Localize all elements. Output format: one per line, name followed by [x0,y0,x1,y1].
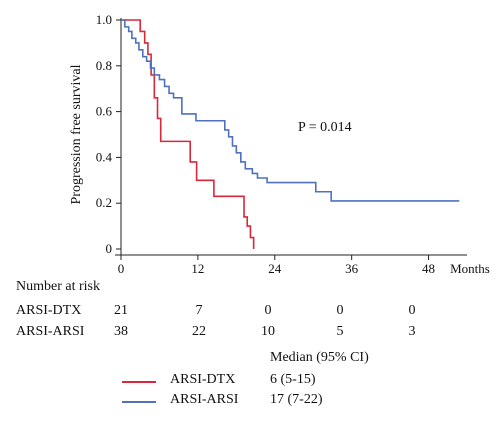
y-axis-label: Progression free survival [69,64,84,204]
y-tick-label: 0.2 [96,195,112,210]
legend-swatch-blue [122,401,156,403]
y-tick-label: 0.8 [96,58,112,73]
risk-value: 7 [195,303,203,318]
legend-item-arsi-dtx: ARSI-DTX 6 (5-15) [120,372,480,390]
risk-value: 38 [114,324,128,339]
risk-value: 0 [336,303,344,318]
km-chart: 0 0.2 0.4 0.6 0.8 1.0 0 12 24 36 48 Months Progressi… [69,12,490,276]
risk-value: 22 [192,324,206,339]
risk-value: 0 [408,303,416,318]
risk-value: 3 [408,324,416,339]
legend-swatch-red [122,381,156,383]
legend-item-arsi-arsi: ARSI-ARSI 17 (7-22) [120,392,480,410]
risk-row-label: ARSI-ARSI [16,324,85,339]
p-value-annotation: P = 0.014 [298,120,352,135]
risk-row-label: ARSI-DTX [16,303,82,318]
risk-value: 21 [114,303,128,318]
risk-table-title: Number at risk [16,279,100,294]
legend-label: ARSI-DTX [170,372,236,387]
km-curve-arsi-dtx [121,19,255,249]
y-tick-label: 1.0 [96,12,112,27]
x-tick-label: 0 [118,261,125,276]
y-tick-label: 0.4 [96,149,113,164]
x-tick-label: 48 [422,261,435,276]
x-axis-label: Months [450,261,490,276]
legend-label: ARSI-ARSI [170,392,239,407]
x-tick-label: 24 [268,261,282,276]
risk-value: 10 [261,324,275,339]
risk-value: 0 [264,303,272,318]
legend-median: 17 (7-22) [270,392,323,407]
y-tick-label: 0 [106,241,113,256]
legend: Median (95% CI) ARSI-DTX 6 (5-15) ARSI-A… [120,350,490,420]
legend-header: Median (95% CI) [270,350,369,365]
risk-value: 5 [336,324,344,339]
km-curve-arsi-arsi [121,19,460,202]
x-tick-label: 12 [191,261,204,276]
y-tick-label: 0.6 [96,104,113,119]
x-tick-label: 36 [345,261,359,276]
legend-median: 6 (5-15) [270,372,316,387]
